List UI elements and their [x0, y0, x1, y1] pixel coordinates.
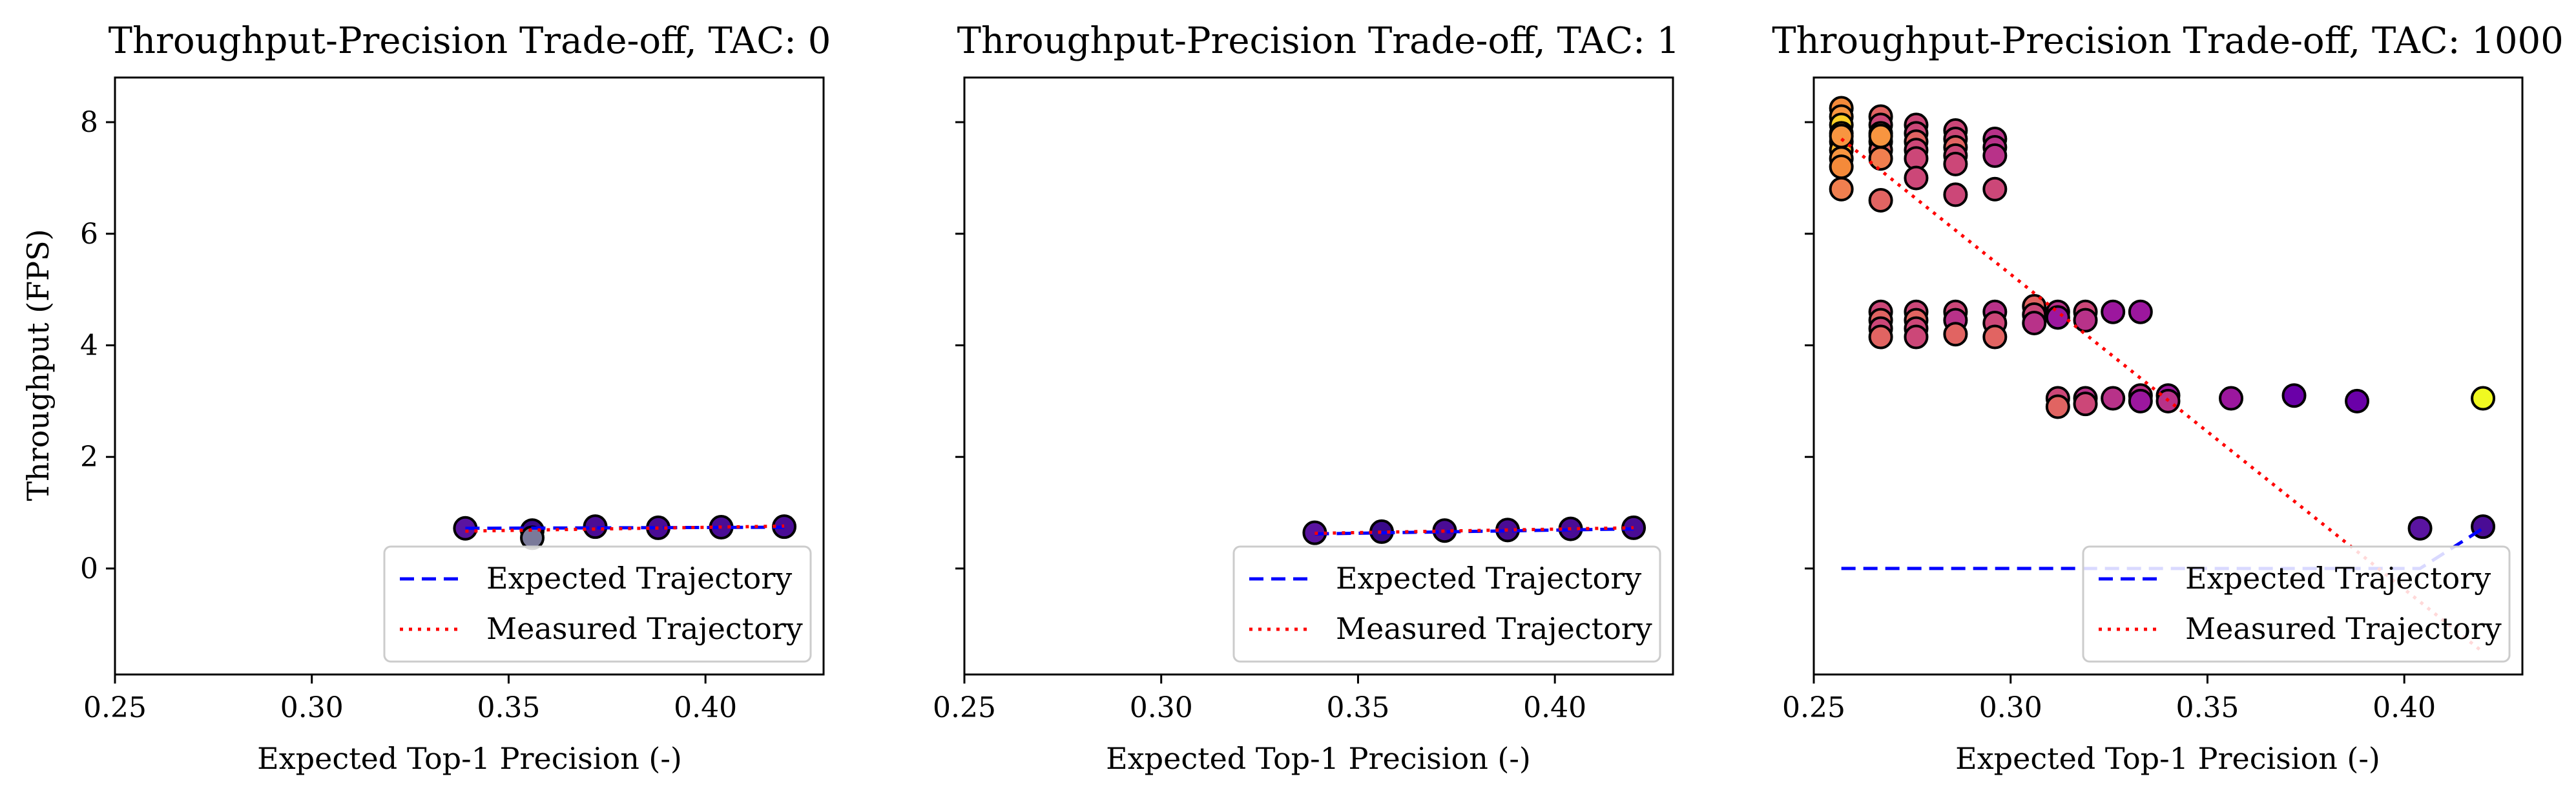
scatter-point [2219, 386, 2244, 411]
y-tick-label: 2 [80, 441, 98, 474]
scatter-point [1904, 324, 1929, 350]
scatter-point [2101, 386, 2126, 411]
legend-2: Expected Trajectory Measured Trajectory [1232, 545, 1661, 663]
scatter-point [1982, 324, 2008, 350]
scatter-point [2045, 394, 2070, 419]
plot-area-3: 0.25 0.30 0.35 0.40 [1782, 96, 2496, 724]
plot-area-2: 0.25 0.30 0.35 0.40 [933, 121, 1646, 724]
scatter-point [1829, 123, 1854, 149]
legend-box [1232, 545, 1661, 663]
scatter-point [1904, 165, 1929, 191]
scatter-point [2073, 392, 2098, 417]
x-axis-label-3: Expected Top-1 Precision (-) [1955, 741, 2380, 776]
chart-panel-3: Throughput-Precision Trade-off, TAC: 100… [1772, 20, 2564, 776]
legend-label: Measured Trajectory [1336, 611, 1652, 646]
axes-frame-1 [114, 76, 825, 676]
legend-box [383, 545, 812, 663]
x-tick-label: 0.30 [1979, 691, 2042, 724]
y-tick-label: 8 [80, 106, 98, 139]
axes-frame-2 [963, 76, 1674, 676]
x-tick-label: 0.30 [280, 691, 344, 724]
y-tick-label: 0 [80, 552, 98, 585]
legend-1: Expected Trajectory Measured Trajectory [383, 545, 812, 663]
y-axis-label-1: Throughput (FPS) [21, 229, 56, 501]
expected-trajectory-line [1314, 527, 1634, 536]
scatter-point [1868, 123, 1893, 149]
legend-label: Expected Trajectory [486, 561, 792, 596]
scatter-point [2345, 388, 2370, 413]
y-tick-label: 4 [80, 329, 98, 362]
axes-frame-3 [1813, 76, 2524, 676]
scatter-point [1943, 182, 1968, 207]
x-tick-label: 0.40 [2373, 691, 2436, 724]
x-tick-label: 0.25 [83, 691, 147, 724]
scatter-point [1943, 151, 1968, 176]
x-tick-label: 0.35 [1326, 691, 1389, 724]
x-axis-label-2: Expected Top-1 Precision (-) [1106, 741, 1531, 776]
chart-title-1: Throughput-Precision Trade-off, TAC: 0 [109, 20, 831, 62]
scatter-point [2101, 299, 2126, 324]
chart-title-2: Throughput-Precision Trade-off, TAC: 1 [957, 20, 1680, 62]
scatter-point [2281, 383, 2307, 408]
scatter-point [2073, 308, 2098, 333]
x-tick-label: 0.25 [933, 691, 996, 724]
scatter-point [1868, 324, 1893, 350]
y-tick-label: 6 [80, 218, 98, 251]
scatter-point [2022, 310, 2047, 335]
scatter-point [1829, 154, 1854, 180]
scatter-point [1943, 322, 1968, 347]
x-tick-label: 0.40 [1523, 691, 1586, 724]
scatter-point [1982, 176, 2008, 202]
legend-3: Expected Trajectory Measured Trajectory [2082, 545, 2511, 663]
chart-panel-2: Throughput-Precision Trade-off, TAC: 1 E… [933, 20, 1679, 776]
legend-box [2082, 545, 2511, 663]
x-tick-label: 0.30 [1130, 691, 1193, 724]
legend-label: Measured Trajectory [2185, 611, 2502, 646]
scatter-point [2128, 388, 2153, 413]
x-tick-label: 0.25 [1782, 691, 1845, 724]
legend-label: Expected Trajectory [1336, 561, 1641, 596]
scatter-point [1868, 146, 1893, 171]
scatter-point [2045, 305, 2070, 330]
measured-trajectory-line [1840, 138, 2484, 654]
legend-label: Measured Trajectory [486, 611, 803, 646]
x-tick-label: 0.35 [477, 691, 540, 724]
x-tick-label: 0.40 [674, 691, 737, 724]
x-axis-label-1: Expected Top-1 Precision (-) [257, 741, 682, 776]
scatter-point [1868, 187, 1893, 213]
scatter-point [2407, 516, 2433, 541]
plot-area-1: 0.25 0.30 0.35 0.40 0 2 4 6 8 [80, 106, 797, 724]
scatter-point [2471, 386, 2496, 411]
scatter-point [1982, 143, 2008, 168]
chart-title-3: Throughput-Precision Trade-off, TAC: 100… [1772, 20, 2564, 62]
expected-trajectory-line [465, 525, 785, 530]
chart-panel-1: Throughput-Precision Trade-off, TAC: 0 T… [21, 20, 831, 776]
scatter-point [2128, 299, 2153, 324]
legend-label: Expected Trajectory [2185, 561, 2491, 596]
x-tick-label: 0.35 [2176, 691, 2239, 724]
scatter-point [1829, 176, 1854, 202]
